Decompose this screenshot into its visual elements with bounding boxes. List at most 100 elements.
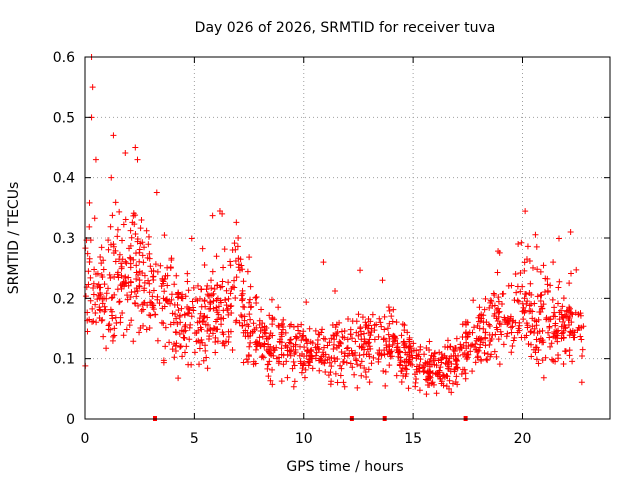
- data-point: [385, 331, 392, 338]
- data-point: [404, 329, 411, 336]
- data-point: [133, 293, 140, 300]
- data-point: [127, 260, 134, 267]
- data-point: [394, 340, 401, 347]
- data-point: [161, 303, 168, 310]
- data-point: [232, 257, 239, 264]
- data-point: [508, 324, 515, 331]
- data-point: [239, 287, 246, 294]
- data-point: [193, 338, 200, 345]
- data-point: [376, 347, 383, 354]
- data-point: [476, 318, 483, 325]
- data-point: [407, 345, 414, 352]
- data-point: [199, 318, 206, 325]
- data-point: [95, 281, 102, 288]
- data-point: [231, 277, 238, 284]
- data-point: [127, 227, 134, 234]
- data-point: [402, 373, 409, 380]
- data-point: [212, 349, 219, 356]
- data-point: [494, 269, 501, 276]
- data-point: [426, 338, 433, 345]
- data-point: [330, 341, 337, 348]
- data-point: [109, 212, 116, 219]
- data-point: [227, 328, 234, 335]
- data-point: [163, 297, 170, 304]
- data-point: [386, 320, 393, 327]
- data-point: [441, 374, 448, 381]
- data-point: [313, 349, 320, 356]
- data-point: [529, 308, 536, 315]
- data-point: [556, 309, 563, 316]
- data-point: [357, 325, 364, 332]
- data-point: [316, 367, 323, 374]
- data-point: [467, 348, 474, 355]
- data-point: [389, 318, 396, 325]
- data-point: [438, 356, 445, 363]
- data-point: [292, 333, 299, 340]
- data-point: [495, 305, 502, 312]
- data-point: [233, 274, 240, 281]
- data-point: [229, 246, 236, 253]
- data-point: [487, 353, 494, 360]
- data-point: [170, 319, 177, 326]
- data-point: [531, 300, 538, 307]
- data-point: [528, 341, 535, 348]
- data-point: [225, 333, 232, 340]
- data-point: [241, 304, 248, 311]
- x-tick-label: 5: [190, 431, 199, 447]
- data-point: [546, 334, 553, 341]
- data-point: [462, 370, 469, 377]
- data-point: [301, 374, 308, 381]
- data-point: [173, 272, 180, 279]
- data-point: [381, 313, 388, 320]
- data-point: [430, 381, 437, 388]
- data-point: [223, 287, 230, 294]
- data-point: [146, 280, 153, 287]
- data-point: [126, 322, 133, 329]
- data-point: [520, 316, 527, 323]
- data-point: [247, 329, 254, 336]
- data-point: [128, 289, 135, 296]
- data-point: [248, 303, 255, 310]
- data-point: [293, 334, 300, 341]
- data-point: [365, 322, 372, 329]
- data-point: [259, 333, 266, 340]
- data-point: [188, 235, 195, 242]
- data-point: [299, 365, 306, 372]
- data-point: [147, 263, 154, 270]
- data-point: [564, 307, 571, 314]
- data-point: [220, 264, 227, 271]
- data-point: [101, 281, 108, 288]
- data-point: [551, 309, 558, 316]
- data-point: [140, 306, 147, 313]
- data-point: [154, 268, 161, 275]
- data-point: [312, 327, 319, 334]
- data-point: [268, 296, 275, 303]
- data-point: [444, 337, 451, 344]
- data-point: [498, 301, 505, 308]
- data-point: [495, 298, 502, 305]
- data-point: [420, 368, 427, 375]
- data-point: [343, 359, 350, 366]
- data-point: [156, 300, 163, 307]
- data-point: [119, 256, 126, 263]
- data-point: [405, 385, 412, 392]
- data-point: [241, 313, 248, 320]
- data-point: [209, 330, 216, 337]
- data-point: [370, 354, 377, 361]
- data-point: [253, 300, 260, 307]
- data-point: [168, 255, 175, 262]
- data-point: [341, 334, 348, 341]
- data-point: [358, 358, 365, 365]
- data-point: [107, 223, 114, 230]
- data-point: [224, 305, 231, 312]
- data-point: [275, 304, 282, 311]
- data-point: [121, 283, 128, 290]
- data-point: [267, 350, 273, 357]
- data-point: [304, 348, 311, 355]
- data-point: [575, 311, 582, 318]
- data-point: [544, 275, 551, 282]
- data-point: [347, 360, 354, 367]
- data-point: [444, 344, 451, 351]
- data-point: [97, 284, 104, 291]
- data-point: [247, 339, 254, 346]
